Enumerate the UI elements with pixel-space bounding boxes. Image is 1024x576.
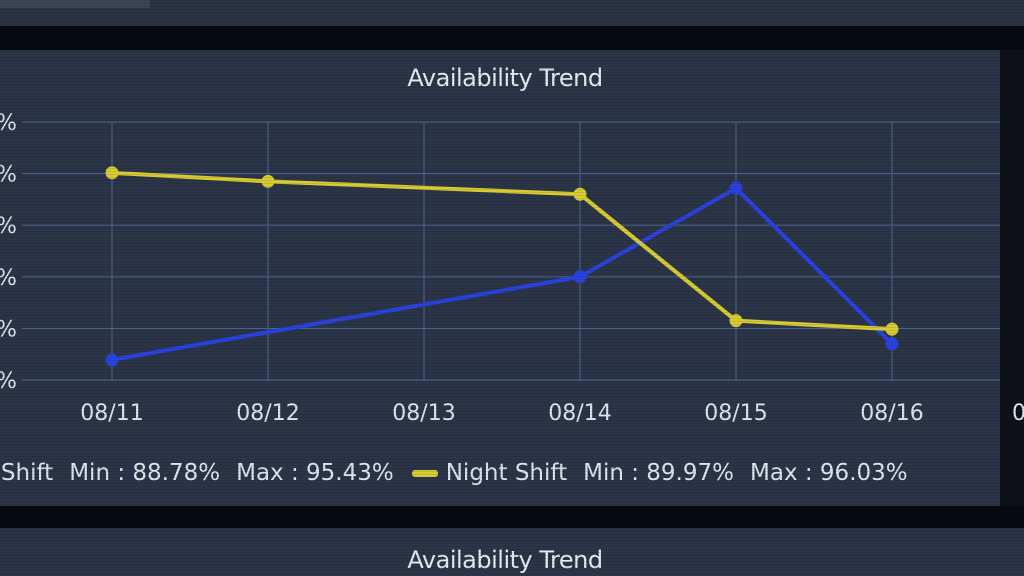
data-point-night-shift bbox=[105, 166, 119, 180]
x-tick-label: 0 bbox=[1012, 401, 1024, 426]
data-point-night-shift bbox=[261, 174, 275, 188]
x-tick-label: 08/13 bbox=[392, 401, 455, 426]
data-point-day-shift bbox=[729, 181, 743, 195]
y-tick-label: % bbox=[0, 214, 17, 239]
x-tick-label: 08/15 bbox=[704, 401, 767, 426]
x-tick-label: 08/12 bbox=[236, 401, 299, 426]
top-divider bbox=[0, 26, 1024, 50]
data-point-night-shift bbox=[729, 314, 743, 328]
legend-night-label: Night Shift bbox=[445, 460, 568, 486]
second-chart-panel bbox=[0, 528, 1024, 576]
y-tick-label: % bbox=[0, 266, 17, 291]
data-point-night-shift bbox=[573, 187, 587, 201]
y-tick-label: % bbox=[0, 163, 17, 188]
data-point-day-shift bbox=[885, 337, 899, 351]
top-tab bbox=[0, 0, 150, 8]
panel-right-edge bbox=[1000, 50, 1024, 506]
top-strip bbox=[0, 0, 1024, 26]
data-point-day-shift bbox=[105, 353, 119, 367]
x-tick-label: 08/16 bbox=[860, 401, 923, 426]
bottom-divider bbox=[0, 506, 1024, 528]
legend-item-day-shift: y Shift Min : 88.78% Max : 95.43% bbox=[0, 460, 394, 486]
legend-day-min: Min : 88.78% bbox=[69, 460, 221, 486]
legend-night-swatch bbox=[411, 469, 438, 477]
data-point-night-shift bbox=[885, 322, 899, 336]
legend-item-night-shift: Night Shift Min : 89.97% Max : 96.03% bbox=[411, 460, 908, 486]
second-chart-title: Availability Trend bbox=[407, 546, 603, 574]
chart-panel bbox=[0, 50, 1000, 506]
legend-night-max: Max : 96.03% bbox=[750, 460, 908, 486]
chart-title: Availability Trend bbox=[407, 64, 603, 92]
legend-day-max: Max : 95.43% bbox=[236, 460, 394, 486]
legend-day-label: y Shift bbox=[0, 460, 54, 486]
data-point-day-shift bbox=[573, 270, 587, 284]
chart-legend: y Shift Min : 88.78% Max : 95.43% Night … bbox=[0, 456, 926, 490]
x-tick-label: 08/11 bbox=[80, 401, 143, 426]
legend-night-min: Min : 89.97% bbox=[583, 460, 734, 486]
series-line-night-shift bbox=[111, 170, 893, 332]
y-tick-label: % bbox=[0, 111, 17, 136]
y-tick-label: % bbox=[0, 369, 17, 394]
y-tick-label: % bbox=[0, 317, 17, 342]
series-line-day-shift bbox=[111, 186, 894, 362]
x-tick-label: 08/14 bbox=[548, 401, 611, 426]
